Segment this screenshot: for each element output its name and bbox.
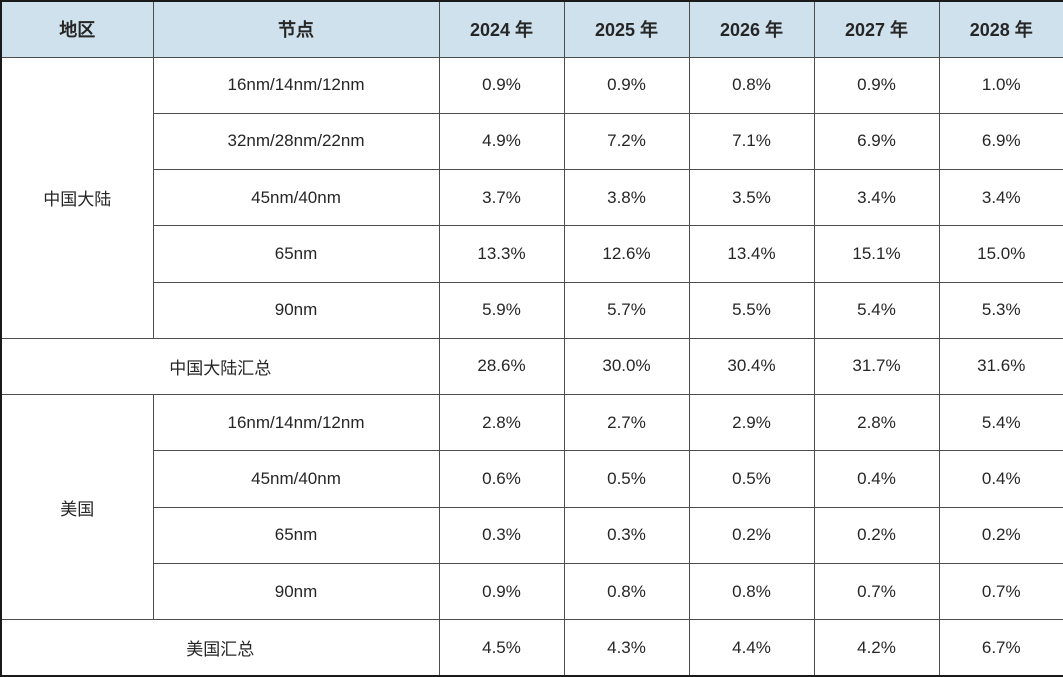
value-cell: 6.9% [813,112,940,171]
value-cell: 5.4% [813,281,940,339]
value-cell: 5.5% [688,281,815,339]
value-cell: 0.3% [438,506,565,564]
value-cell: 2.8% [438,394,565,452]
header-year-2027: 2027 年 [813,0,940,58]
value-cell: 0.5% [688,450,815,508]
header-row: 地区 节点 2024 年 2025 年 2026 年 2027 年 2028 年 [0,0,1063,58]
value-cell: 3.8% [563,169,690,227]
region-cell-usa: 美国 [0,394,154,621]
header-year-2024: 2024 年 [438,0,565,58]
value-cell: 3.7% [438,169,565,227]
header-year-2026: 2026 年 [688,0,815,58]
node-cell: 32nm/28nm/22nm [152,112,440,171]
value-cell: 0.7% [813,562,940,621]
value-cell: 4.5% [438,619,565,677]
node-cell: 90nm [152,562,440,621]
header-node: 节点 [152,0,440,58]
node-cell: 45nm/40nm [152,450,440,508]
table-row: 90nm 5.9% 5.7% 5.5% 5.4% 5.3% [1,281,1063,339]
summary-label-cell: 中国大陆汇总 [0,337,440,396]
table-row: 65nm 0.3% 0.3% 0.2% 0.2% 0.2% [1,506,1063,564]
value-cell: 5.4% [938,394,1063,452]
node-cell: 65nm [152,506,440,564]
value-cell: 30.0% [563,337,690,396]
value-cell: 0.2% [688,506,815,564]
table-row: 中国大陆 16nm/14nm/12nm 0.9% 0.9% 0.8% 0.9% … [0,56,1063,339]
node-cell: 16nm/14nm/12nm [152,394,440,452]
value-cell: 5.7% [563,281,690,339]
value-cell: 13.4% [688,225,815,283]
value-cell: 0.9% [563,56,690,114]
value-cell: 0.4% [813,450,940,508]
value-cell: 0.8% [563,562,690,621]
node-cell: 45nm/40nm [152,169,440,227]
value-cell: 2.9% [688,394,815,452]
value-cell: 0.8% [688,562,815,621]
value-cell: 13.3% [438,225,565,283]
value-cell: 2.7% [563,394,690,452]
table-row: 美国 16nm/14nm/12nm 2.8% 2.7% 2.9% 2.8% 5.… [0,394,1063,621]
table-row: 65nm 13.3% 12.6% 13.4% 15.1% 15.0% [1,225,1063,283]
value-cell: 1.0% [938,56,1063,114]
value-cell: 3.4% [813,169,940,227]
table-row: 45nm/40nm 3.7% 3.8% 3.5% 3.4% 3.4% [1,169,1063,227]
value-cell: 15.1% [813,225,940,283]
value-cell: 0.3% [563,506,690,564]
value-cell: 7.2% [563,112,690,171]
value-cell: 28.6% [438,337,565,396]
summary-row-china: 中国大陆汇总 28.6% 30.0% 30.4% 31.7% 31.6% [0,337,1063,396]
value-cell: 4.3% [563,619,690,677]
node-cell: 90nm [152,281,440,339]
value-cell: 6.9% [938,112,1063,171]
value-cell: 0.8% [688,56,815,114]
header-year-2025: 2025 年 [563,0,690,58]
summary-row-usa: 美国汇总 4.5% 4.3% 4.4% 4.2% 6.7% [0,619,1063,677]
value-cell: 0.2% [938,506,1063,564]
header-region: 地区 [0,0,154,58]
value-cell: 0.9% [438,56,565,114]
node-cell: 65nm [152,225,440,283]
value-cell: 0.2% [813,506,940,564]
value-cell: 0.6% [438,450,565,508]
summary-label-cell: 美国汇总 [0,619,440,677]
value-cell: 3.4% [938,169,1063,227]
value-cell: 7.1% [688,112,815,171]
value-cell: 6.7% [938,619,1063,677]
value-cell: 15.0% [938,225,1063,283]
table-row: 90nm 0.9% 0.8% 0.8% 0.7% 0.7% [1,562,1063,621]
value-cell: 5.3% [938,281,1063,339]
region-cell-china: 中国大陆 [0,56,154,339]
value-cell: 4.2% [813,619,940,677]
value-cell: 0.4% [938,450,1063,508]
value-cell: 2.8% [813,394,940,452]
value-cell: 3.5% [688,169,815,227]
value-cell: 0.5% [563,450,690,508]
value-cell: 4.9% [438,112,565,171]
value-cell: 30.4% [688,337,815,396]
value-cell: 0.9% [813,56,940,114]
table-row: 45nm/40nm 0.6% 0.5% 0.5% 0.4% 0.4% [1,450,1063,508]
table-row: 32nm/28nm/22nm 4.9% 7.2% 7.1% 6.9% 6.9% [1,112,1063,171]
node-cell: 16nm/14nm/12nm [152,56,440,114]
value-cell: 0.9% [438,562,565,621]
header-year-2028: 2028 年 [938,0,1063,58]
value-cell: 0.7% [938,562,1063,621]
value-cell: 5.9% [438,281,565,339]
value-cell: 31.6% [938,337,1063,396]
value-cell: 12.6% [563,225,690,283]
value-cell: 31.7% [813,337,940,396]
value-cell: 4.4% [688,619,815,677]
